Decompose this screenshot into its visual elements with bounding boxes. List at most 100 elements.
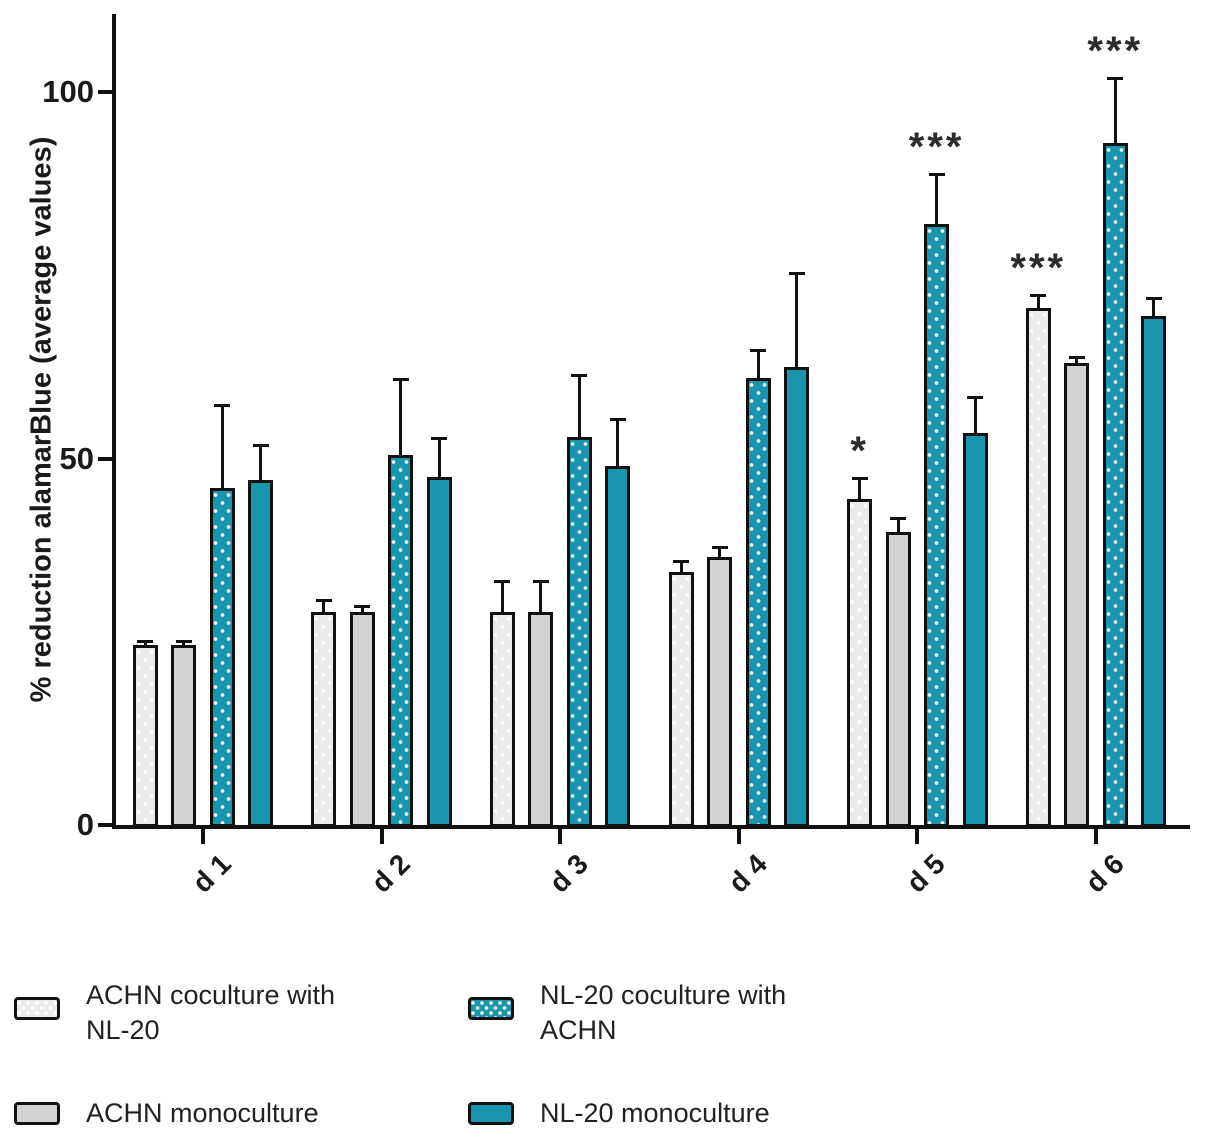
error-bar-cap <box>750 348 767 352</box>
x-axis-category-label: d 1 <box>186 848 237 899</box>
error-bar-stem <box>718 546 722 566</box>
error-bar-cap <box>571 374 588 378</box>
legend-item-achn-coculture: ACHN coculture with NL-20 <box>14 978 335 1048</box>
legend-item-nl20-monoculture: NL-20 monoculture <box>468 1096 770 1131</box>
y-axis-tick-label: 100 <box>42 74 94 109</box>
error-bar-cap <box>315 599 332 603</box>
y-axis-tick-label: 50 <box>59 440 94 476</box>
error-bar-stem <box>616 418 620 474</box>
legend-label-line2: ACHN <box>540 1015 617 1045</box>
error-bar-cap <box>851 476 868 480</box>
error-bar-stem <box>539 580 543 621</box>
error-bar-cap <box>890 517 907 521</box>
legend-swatch-gray-solid <box>14 1102 60 1125</box>
error-bar-cap <box>928 172 945 176</box>
x-axis-category-label: d 5 <box>900 848 952 899</box>
error-bar-cap <box>392 377 409 381</box>
bar <box>1025 308 1051 827</box>
error-bar-stem <box>259 443 263 489</box>
bar <box>1102 143 1128 827</box>
x-axis-tick <box>379 829 384 844</box>
error-bar-cap <box>354 605 371 609</box>
bar <box>566 436 592 827</box>
bar <box>426 476 452 827</box>
error-bar-cap <box>673 560 690 564</box>
significance-stars: * <box>850 428 869 473</box>
error-bar-cap <box>252 443 269 447</box>
x-axis-line <box>112 825 1190 829</box>
legend-label-line1: NL-20 monoculture <box>540 1098 770 1128</box>
error-bar-stem <box>756 348 760 386</box>
x-axis-category-label: d 4 <box>722 848 773 899</box>
error-bar-cap <box>967 396 984 400</box>
bar <box>885 531 911 827</box>
significance-stars: *** <box>1010 245 1067 290</box>
bar <box>132 645 158 827</box>
error-bar-cap <box>788 271 805 275</box>
error-bar-stem <box>1113 77 1117 152</box>
legend-label-line1: ACHN coculture with <box>86 980 336 1010</box>
bar <box>248 480 274 827</box>
legend-item-achn-monoculture: ACHN monoculture <box>14 1096 319 1131</box>
bar <box>1064 363 1090 827</box>
x-axis-category-label: d 2 <box>364 848 416 899</box>
error-bar-cap <box>711 546 728 550</box>
error-bar-stem <box>795 271 799 375</box>
y-axis-title: % reduction alamarBlue (average values) <box>25 136 58 703</box>
bar <box>745 377 771 827</box>
error-bar-stem <box>858 476 862 507</box>
error-bar-cap <box>175 640 192 644</box>
x-axis-tick <box>201 829 205 844</box>
error-bar-cap <box>1107 77 1124 81</box>
error-bar-stem <box>1152 297 1156 324</box>
error-bar-cap <box>1068 355 1085 359</box>
error-bar-cap <box>1145 297 1162 301</box>
error-bar-stem <box>322 599 326 621</box>
x-axis-tick <box>915 829 920 844</box>
bar <box>209 487 235 827</box>
y-axis-tick <box>98 456 114 461</box>
y-axis-tick <box>98 90 114 94</box>
legend-swatch-teal-solid <box>468 1102 514 1125</box>
x-axis-tick <box>1094 829 1098 844</box>
bar <box>924 223 950 827</box>
error-bar-cap <box>609 418 626 422</box>
x-axis-category-label: d 3 <box>543 848 595 899</box>
error-bar-stem <box>896 517 900 540</box>
legend-label-line1: NL-20 coculture with <box>540 980 787 1010</box>
error-bar-stem <box>935 172 939 232</box>
error-bar-stem <box>973 396 977 441</box>
y-axis-tick <box>98 823 114 827</box>
error-bar-stem <box>577 374 581 445</box>
legend-label: ACHN monoculture <box>86 1096 319 1131</box>
x-axis-tick <box>736 829 741 844</box>
bar <box>962 432 988 827</box>
bar <box>528 612 554 827</box>
bar <box>489 612 515 827</box>
error-bar-cap <box>431 436 448 440</box>
bar <box>784 366 810 827</box>
bar <box>171 645 197 827</box>
error-bar-stem <box>399 377 403 463</box>
legend-label: NL-20 coculture with ACHN <box>540 978 786 1048</box>
bar <box>707 557 733 827</box>
x-axis-category-label: d 6 <box>1079 848 1130 899</box>
legend-label-line2: NL-20 <box>86 1015 160 1045</box>
bar <box>349 612 375 827</box>
legend-label: NL-20 monoculture <box>540 1096 770 1131</box>
error-bar-cap <box>137 640 154 644</box>
error-bar-cap <box>532 580 549 584</box>
error-bar-cap <box>214 403 231 407</box>
bar <box>388 454 414 827</box>
legend-item-nl20-coculture: NL-20 coculture with ACHN <box>468 978 786 1048</box>
bar <box>668 572 694 827</box>
error-bar-stem <box>437 436 441 485</box>
error-bar-stem <box>679 560 683 581</box>
y-axis-tick-label: 0 <box>76 807 94 842</box>
bar <box>311 612 337 827</box>
legend-swatch-gray-dotted <box>14 997 60 1020</box>
significance-stars: *** <box>1087 29 1144 74</box>
error-bar-stem <box>220 403 224 496</box>
error-bar-stem <box>1036 293 1040 317</box>
